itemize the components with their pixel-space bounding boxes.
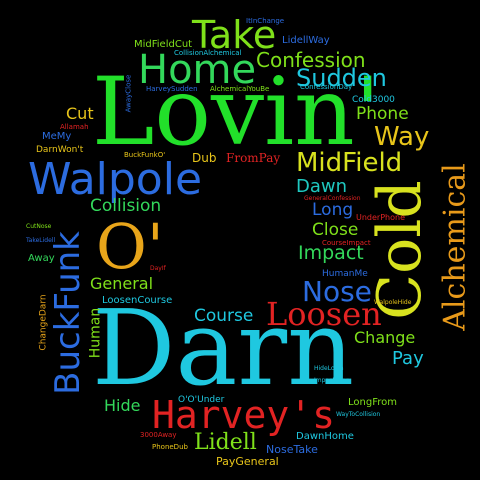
word-oounder: O'O'Under [178, 395, 225, 405]
word-loosen: Loosen [266, 295, 382, 333]
word-midfieldcut: MidFieldCut [134, 39, 193, 50]
word-courseimpact: CourseImpact [322, 239, 371, 247]
word-loosencourse: LoosenCourse [102, 295, 173, 306]
word-cut: Cut [66, 104, 94, 123]
word-way: Way [374, 122, 430, 152]
word-longfrom: LongFrom [348, 397, 397, 408]
word-phone: Phone [356, 104, 409, 124]
word-lidell: Lidell [194, 430, 257, 455]
word-harveys: Harvey's [152, 393, 336, 437]
word-3000away: 3000Away [140, 431, 177, 439]
word-sudden: Sudden [296, 64, 387, 92]
word-lidellway: LidellWay [282, 35, 330, 46]
word-cold3000: Cold3000 [352, 95, 395, 105]
word-changedarn: ChangeDarn [38, 294, 49, 351]
word-awayclose: AwayClose [124, 74, 133, 113]
word-hidelovin: HideLovin [314, 365, 344, 372]
word-memy: MeMy [42, 131, 72, 142]
word-pay: Pay [392, 348, 424, 369]
word-confessionday: ConfessionDay [300, 83, 353, 91]
word-itinchange: ItInChange [246, 17, 285, 25]
word-nosetake: NoseTake [266, 443, 318, 456]
word-course: Course [194, 306, 254, 326]
word-darn: Darn [92, 287, 355, 409]
word-home: Home [138, 47, 257, 93]
word-dayif: DayIf [150, 265, 166, 272]
word-walpole: Walpole [28, 154, 203, 205]
word-underphone: UnderPhone [356, 213, 405, 222]
word-dawnhome: DawnHome [296, 431, 354, 442]
word-alchemicalyoube: AlchemicalYouBe [210, 85, 270, 93]
word-take: Take [192, 13, 277, 57]
word-humanme: HumanMe [322, 269, 368, 279]
word-dub: Dub [192, 151, 217, 165]
word-close: Close [312, 220, 359, 240]
word-harveysudden: HarveySudden [146, 85, 198, 93]
word-change: Change [354, 328, 416, 347]
word-nose: Nose [302, 275, 372, 308]
word-frompay: FromPay [226, 151, 281, 165]
word-darnwont: DarnWon't [36, 145, 84, 155]
word-o: O' [96, 210, 164, 283]
word-buckfunk: BuckFunk [47, 231, 88, 395]
word-generalconfession: GeneralConfession [304, 195, 361, 202]
word-confession: Confession [256, 48, 366, 72]
word-cutnose: CutNose [26, 223, 52, 230]
word-general: General [90, 274, 154, 293]
word-dawn: Dawn [296, 176, 348, 197]
word-human: Human [87, 307, 104, 359]
word-paygeneral: PayGeneral [216, 455, 279, 468]
word-collision: Collision [90, 196, 162, 216]
word-long: Long [312, 200, 354, 220]
word-waytocollision: WayToCollision [336, 411, 381, 418]
word-buckfunko: BuckFunkO' [124, 151, 166, 159]
word-impact: Impact [298, 242, 364, 264]
word-hide: Hide [104, 396, 141, 415]
word-impactlong: ImpactLong [314, 377, 350, 384]
word-lovin: Lovin' [92, 58, 381, 167]
word-walpolehide: WalpoleHide [374, 299, 412, 306]
word-takelidell: TakeLidell [26, 237, 56, 244]
word-alchemical: Alchemical [437, 163, 473, 331]
word-away: Away [28, 253, 55, 264]
word-allamah: Allamah [60, 123, 89, 131]
word-collisionalchemical: CollisionAlchemical [174, 49, 242, 57]
word-midfield: MidField [296, 148, 403, 178]
word-phonedub: PhoneDub [152, 443, 188, 451]
